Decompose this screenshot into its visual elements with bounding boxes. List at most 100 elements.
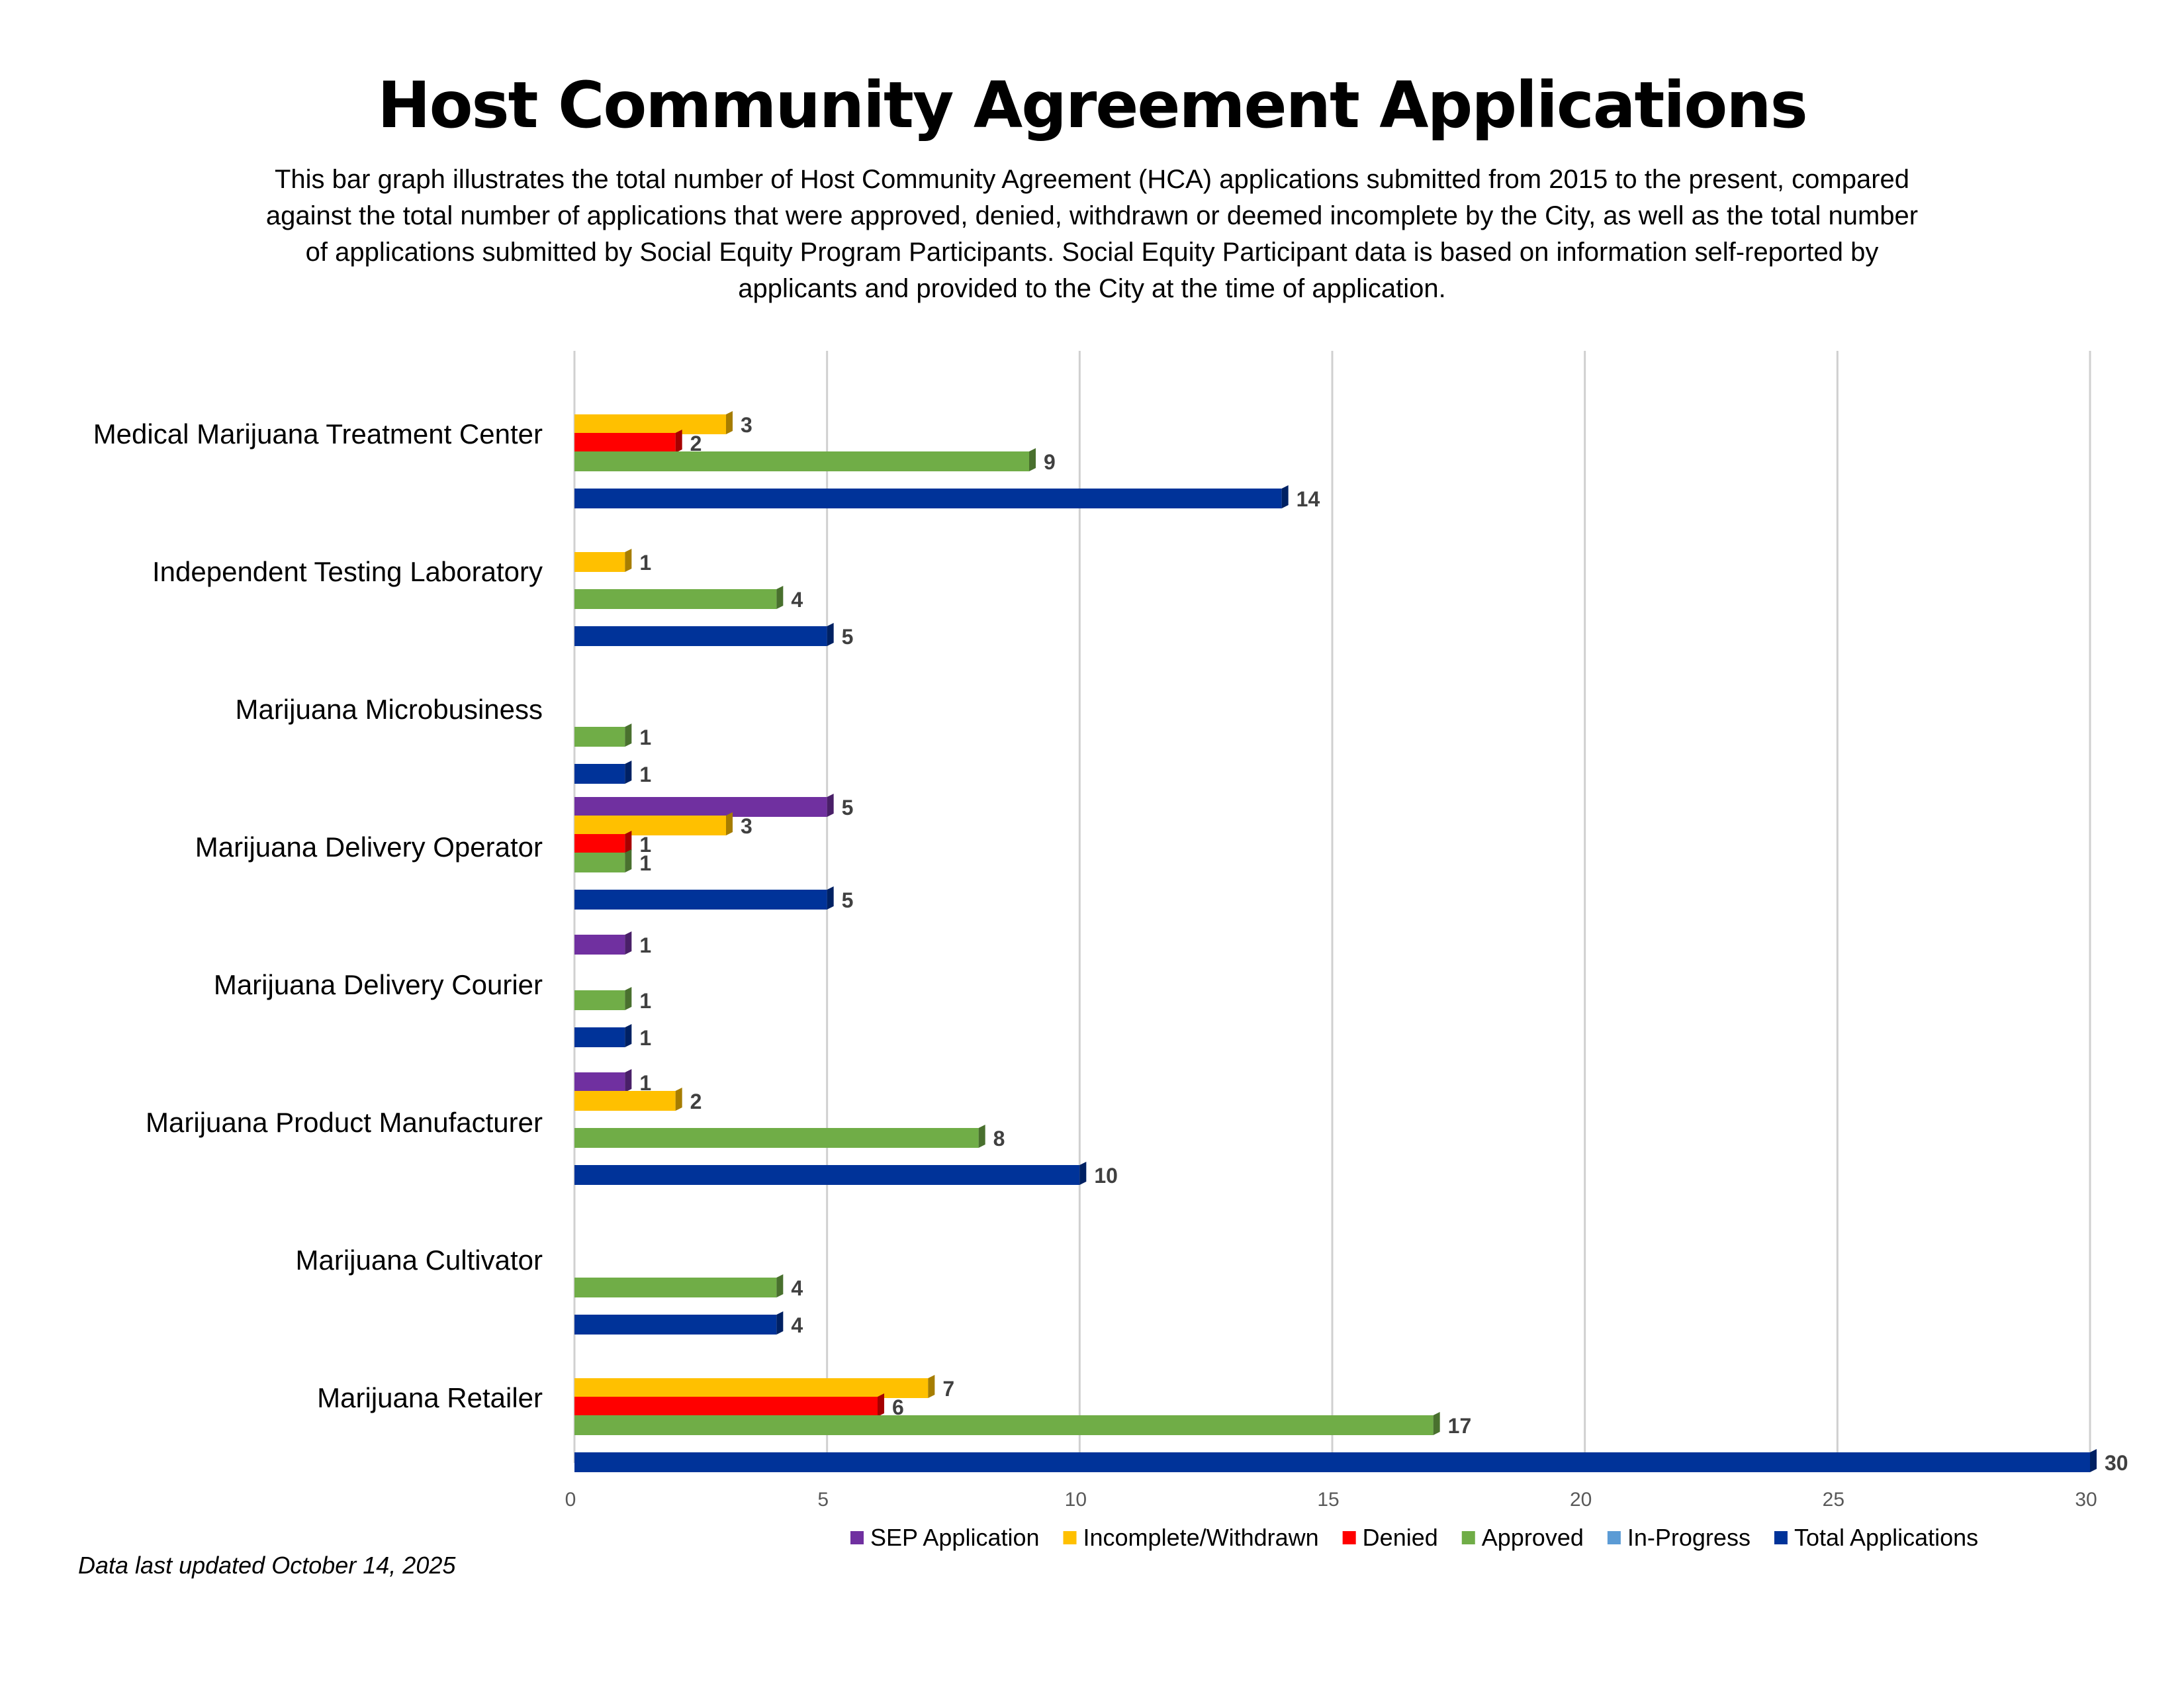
- category-label: Marijuana Cultivator: [296, 1244, 543, 1276]
- x-tick-label: 25: [1823, 1489, 1844, 1511]
- value-label: 1: [639, 726, 651, 749]
- value-label: 9: [1044, 450, 1056, 474]
- bar-side: [625, 1024, 632, 1047]
- bar-side: [878, 1393, 884, 1417]
- bar-face: [574, 589, 777, 609]
- bar: [574, 1162, 1087, 1185]
- bar-side: [2090, 1449, 2097, 1472]
- bar-side: [776, 1311, 784, 1335]
- bar-side: [1079, 1162, 1087, 1185]
- bars: [574, 411, 2097, 1472]
- value-label: 1: [639, 933, 651, 957]
- bar: [574, 549, 632, 572]
- legend-item: In-Progress: [1607, 1524, 1751, 1551]
- value-label: 1: [639, 763, 651, 786]
- value-label: 1: [639, 1026, 651, 1050]
- legend-label: Approved: [1482, 1524, 1584, 1551]
- bar-face: [574, 1397, 878, 1417]
- chart-title: Host Community Agreement Applications: [377, 68, 1808, 142]
- bar-face: [574, 935, 625, 955]
- bar: [574, 849, 632, 872]
- bar-face: [574, 451, 1029, 471]
- value-label: 5: [842, 625, 854, 649]
- value-label: 17: [1448, 1414, 1472, 1438]
- value-label: 4: [791, 1276, 803, 1300]
- bar: [574, 623, 834, 646]
- bar: [574, 1125, 985, 1148]
- x-tick-label: 0: [565, 1489, 576, 1511]
- bar-face: [574, 834, 625, 854]
- bar: [574, 1069, 632, 1092]
- legend-item: SEP Application: [850, 1524, 1040, 1551]
- bar: [574, 586, 784, 609]
- category-label: Marijuana Retailer: [317, 1382, 543, 1413]
- bar-side: [625, 724, 632, 747]
- bar-face: [574, 1091, 676, 1111]
- bar-side: [827, 623, 834, 646]
- chart-subtitle: This bar graph illustrates the total num…: [265, 165, 1919, 303]
- value-label: 2: [690, 1090, 702, 1113]
- category-label: Marijuana Product Manufacturer: [146, 1107, 543, 1138]
- value-label: 3: [741, 413, 752, 437]
- value-label: 30: [2105, 1451, 2128, 1475]
- category-label: Marijuana Microbusiness: [235, 694, 543, 725]
- legend-swatch: [1461, 1531, 1475, 1544]
- legend-swatch: [1774, 1531, 1788, 1544]
- bar-side: [625, 549, 632, 572]
- bar: [574, 886, 834, 910]
- bar-face: [574, 990, 625, 1010]
- bar: [574, 411, 733, 434]
- legend-item: Incomplete/Withdrawn: [1063, 1524, 1319, 1551]
- category-labels: Medical Marijuana Treatment Center Indepe…: [93, 418, 543, 1413]
- bar-face: [574, 1378, 929, 1398]
- bar-side: [625, 931, 632, 955]
- legend-swatch: [1607, 1531, 1621, 1544]
- value-label: 7: [942, 1377, 954, 1401]
- bar-face: [574, 1128, 979, 1148]
- legend-label: Total Applications: [1794, 1524, 1978, 1551]
- x-tick-label: 30: [2075, 1489, 2097, 1511]
- bar-side: [978, 1125, 985, 1148]
- category-label: Independent Testing Laboratory: [152, 556, 543, 587]
- bar: [574, 724, 632, 747]
- bar: [574, 1393, 884, 1417]
- bar-face: [574, 552, 625, 572]
- bar: [574, 761, 632, 784]
- bar: [574, 1311, 784, 1335]
- bar: [574, 1412, 1440, 1435]
- value-label: 14: [1297, 487, 1320, 511]
- legend-label: In-Progress: [1627, 1524, 1751, 1551]
- bar-face: [574, 1415, 1433, 1435]
- bar-side: [827, 794, 834, 817]
- value-label: 1: [639, 851, 651, 875]
- bar-face: [574, 626, 827, 646]
- bar-side: [726, 411, 733, 434]
- bar-face: [574, 764, 625, 784]
- value-label: 8: [993, 1127, 1005, 1150]
- bar-face: [574, 797, 827, 817]
- value-label: 6: [892, 1395, 904, 1419]
- bar-face: [574, 890, 827, 910]
- category-label: Marijuana Delivery Operator: [195, 831, 543, 863]
- bar-face: [574, 414, 726, 434]
- bar-side: [1433, 1412, 1440, 1435]
- x-tick-label: 10: [1065, 1489, 1087, 1511]
- bar: [574, 812, 733, 835]
- bar-face: [574, 433, 676, 453]
- legend-item: Denied: [1342, 1524, 1438, 1551]
- value-label: 4: [791, 1313, 803, 1337]
- legend-label: Denied: [1363, 1524, 1438, 1551]
- bar: [574, 1024, 632, 1047]
- bar-side: [625, 849, 632, 872]
- bar-face: [574, 1278, 777, 1297]
- bar-side: [726, 812, 733, 835]
- bar-face: [574, 727, 625, 747]
- bar-side: [625, 761, 632, 784]
- bar-face: [574, 1072, 625, 1092]
- legend-swatch: [1063, 1531, 1077, 1544]
- legend-label: SEP Application: [870, 1524, 1040, 1551]
- bar-side: [776, 586, 784, 609]
- bar-face: [574, 853, 625, 872]
